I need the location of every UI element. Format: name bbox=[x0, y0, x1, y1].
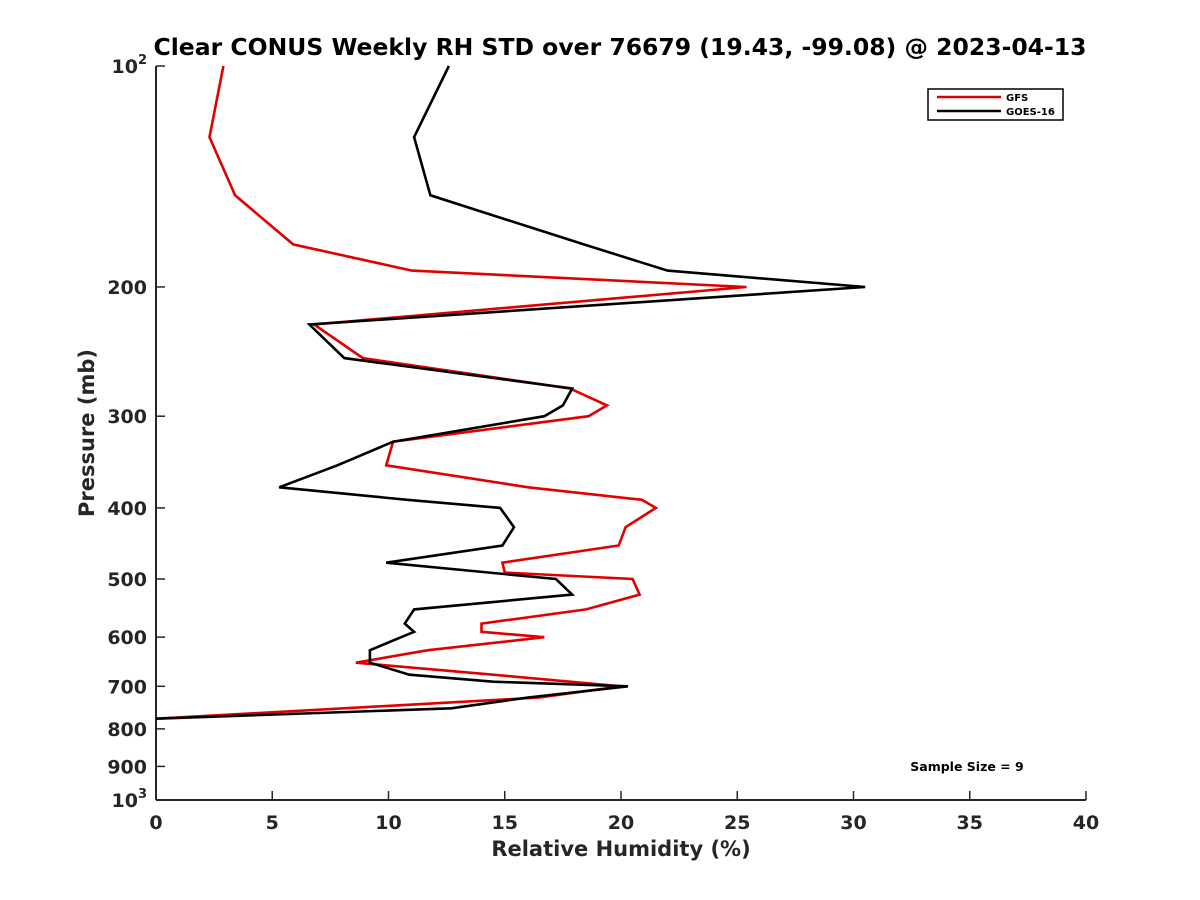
x-axis-label: Relative Humidity (%) bbox=[491, 837, 750, 861]
y-tick-label: 200 bbox=[107, 277, 147, 299]
legend-box bbox=[927, 88, 1064, 121]
legend: GFS GOES-16 bbox=[927, 88, 1064, 121]
series-line-goes-16 bbox=[155, 65, 866, 720]
x-tick-label: 10 bbox=[375, 812, 401, 834]
legend-items: GFS GOES-16 bbox=[937, 93, 1055, 118]
x-ticks: 0 5 10 15 20 25 30 35 40 bbox=[149, 791, 1099, 834]
y-tick-label: 600 bbox=[107, 627, 147, 649]
y-tick-label: 700 bbox=[107, 676, 147, 698]
x-tick-label: 0 bbox=[149, 812, 162, 834]
x-tick-label: 25 bbox=[724, 812, 750, 834]
series-line-gfs bbox=[155, 65, 747, 720]
x-tick-label: 15 bbox=[492, 812, 518, 834]
y-tick-label: 400 bbox=[107, 498, 147, 520]
y-tick-label: 900 bbox=[107, 756, 147, 778]
legend-label-gfs: GFS bbox=[1006, 93, 1028, 104]
y-ticks: 102 200 300 400 500 600 700 800 900 103 bbox=[107, 53, 165, 812]
x-tick-label: 30 bbox=[840, 812, 866, 834]
y-tick-label: 800 bbox=[107, 719, 147, 741]
x-tick-label: 20 bbox=[608, 812, 634, 834]
x-tick-label: 40 bbox=[1073, 812, 1099, 834]
y-tick-label: 300 bbox=[107, 406, 147, 428]
sample-size-annotation: Sample Size = 9 bbox=[910, 759, 1023, 774]
y-tick-label: 500 bbox=[107, 569, 147, 591]
x-tick-label: 35 bbox=[957, 812, 983, 834]
series-layer bbox=[155, 65, 866, 720]
chart-title: Clear CONUS Weekly RH STD over 76679 (19… bbox=[154, 33, 1087, 61]
y-axis-label: Pressure (mb) bbox=[75, 349, 99, 517]
legend-label-goes-16: GOES-16 bbox=[1006, 107, 1055, 118]
x-tick-label: 5 bbox=[266, 812, 279, 834]
y-tick-label: 103 bbox=[112, 787, 148, 812]
y-tick-label: 102 bbox=[112, 53, 148, 78]
